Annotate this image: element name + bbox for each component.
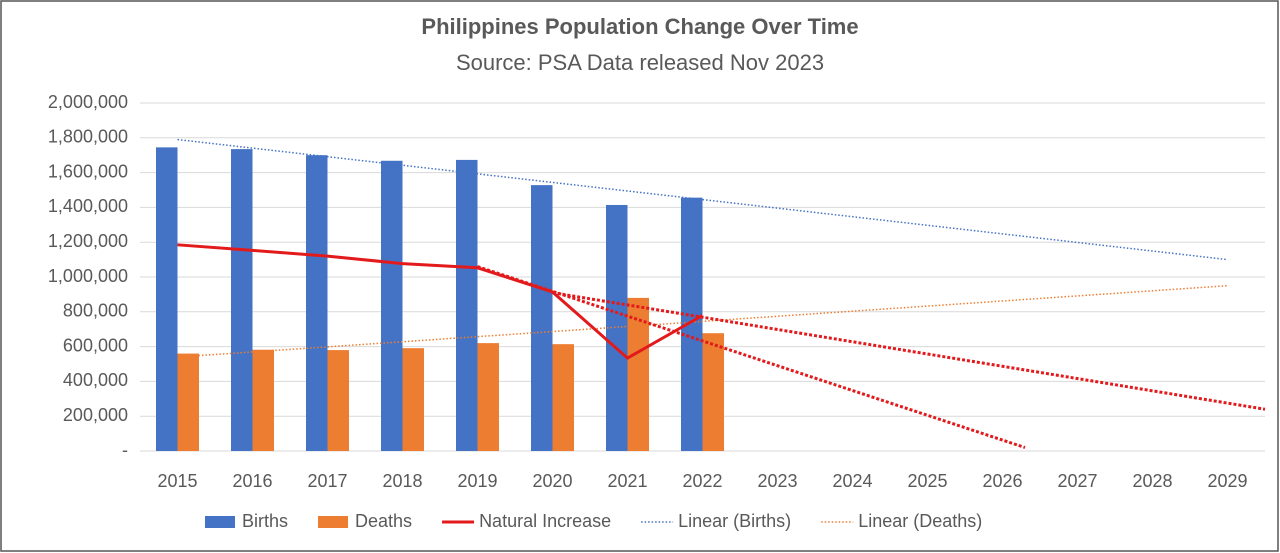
legend-swatch (205, 516, 235, 528)
bar (606, 204, 628, 451)
legend-label: Natural Increase (479, 511, 611, 531)
x-tick-label: 2019 (457, 471, 497, 491)
bar (381, 160, 403, 451)
bar (627, 297, 649, 451)
trend-line (177, 284, 1228, 358)
legend-label: Deaths (355, 511, 412, 531)
x-tick-label: 2026 (982, 471, 1022, 491)
bar (552, 344, 574, 451)
bar (156, 147, 178, 451)
y-tick-label: 1,200,000 (48, 231, 128, 251)
trend-line (177, 138, 1228, 261)
bar (177, 353, 199, 451)
y-tick-label: 800,000 (63, 301, 128, 321)
chart-title: Philippines Population Change Over Time (421, 14, 858, 39)
natural-increase-trend (552, 291, 1266, 411)
x-tick-label: 2023 (757, 471, 797, 491)
x-tick-label: 2027 (1057, 471, 1097, 491)
x-tick-label: 2020 (532, 471, 572, 491)
bar (477, 343, 499, 451)
bar (402, 348, 424, 451)
bar (531, 185, 553, 452)
x-tick-label: 2015 (157, 471, 197, 491)
y-tick-label: 200,000 (63, 405, 128, 425)
y-tick-label: 400,000 (63, 370, 128, 390)
x-tick-label: 2024 (832, 471, 872, 491)
bar (702, 333, 724, 451)
x-tick-label: 2022 (682, 471, 722, 491)
x-tick-label: 2021 (607, 471, 647, 491)
bar (252, 349, 274, 451)
bar (306, 155, 328, 451)
bar (231, 149, 253, 452)
bar (456, 159, 478, 451)
x-tick-label: 2016 (232, 471, 272, 491)
y-tick-label: 1,000,000 (48, 266, 128, 286)
y-tick-label: 600,000 (63, 335, 128, 355)
x-tick-label: 2017 (307, 471, 347, 491)
legend-label: Births (242, 511, 288, 531)
y-tick-label: 1,800,000 (48, 127, 128, 147)
legend-label: Linear (Deaths) (858, 511, 982, 531)
legend-swatch (318, 516, 349, 528)
y-tick-label: - (122, 440, 128, 460)
y-tick-label: 1,600,000 (48, 161, 128, 181)
line (177, 243, 704, 360)
x-tick-label: 2029 (1207, 471, 1247, 491)
chart-subtitle: Source: PSA Data released Nov 2023 (456, 50, 824, 75)
x-tick-label: 2028 (1132, 471, 1172, 491)
x-tick-label: 2018 (382, 471, 422, 491)
bar (327, 350, 349, 451)
bar (681, 197, 703, 451)
legend-label: Linear (Births) (678, 511, 791, 531)
y-tick-label: 2,000,000 (48, 92, 128, 112)
y-tick-label: 1,400,000 (48, 196, 128, 216)
x-tick-label: 2025 (907, 471, 947, 491)
